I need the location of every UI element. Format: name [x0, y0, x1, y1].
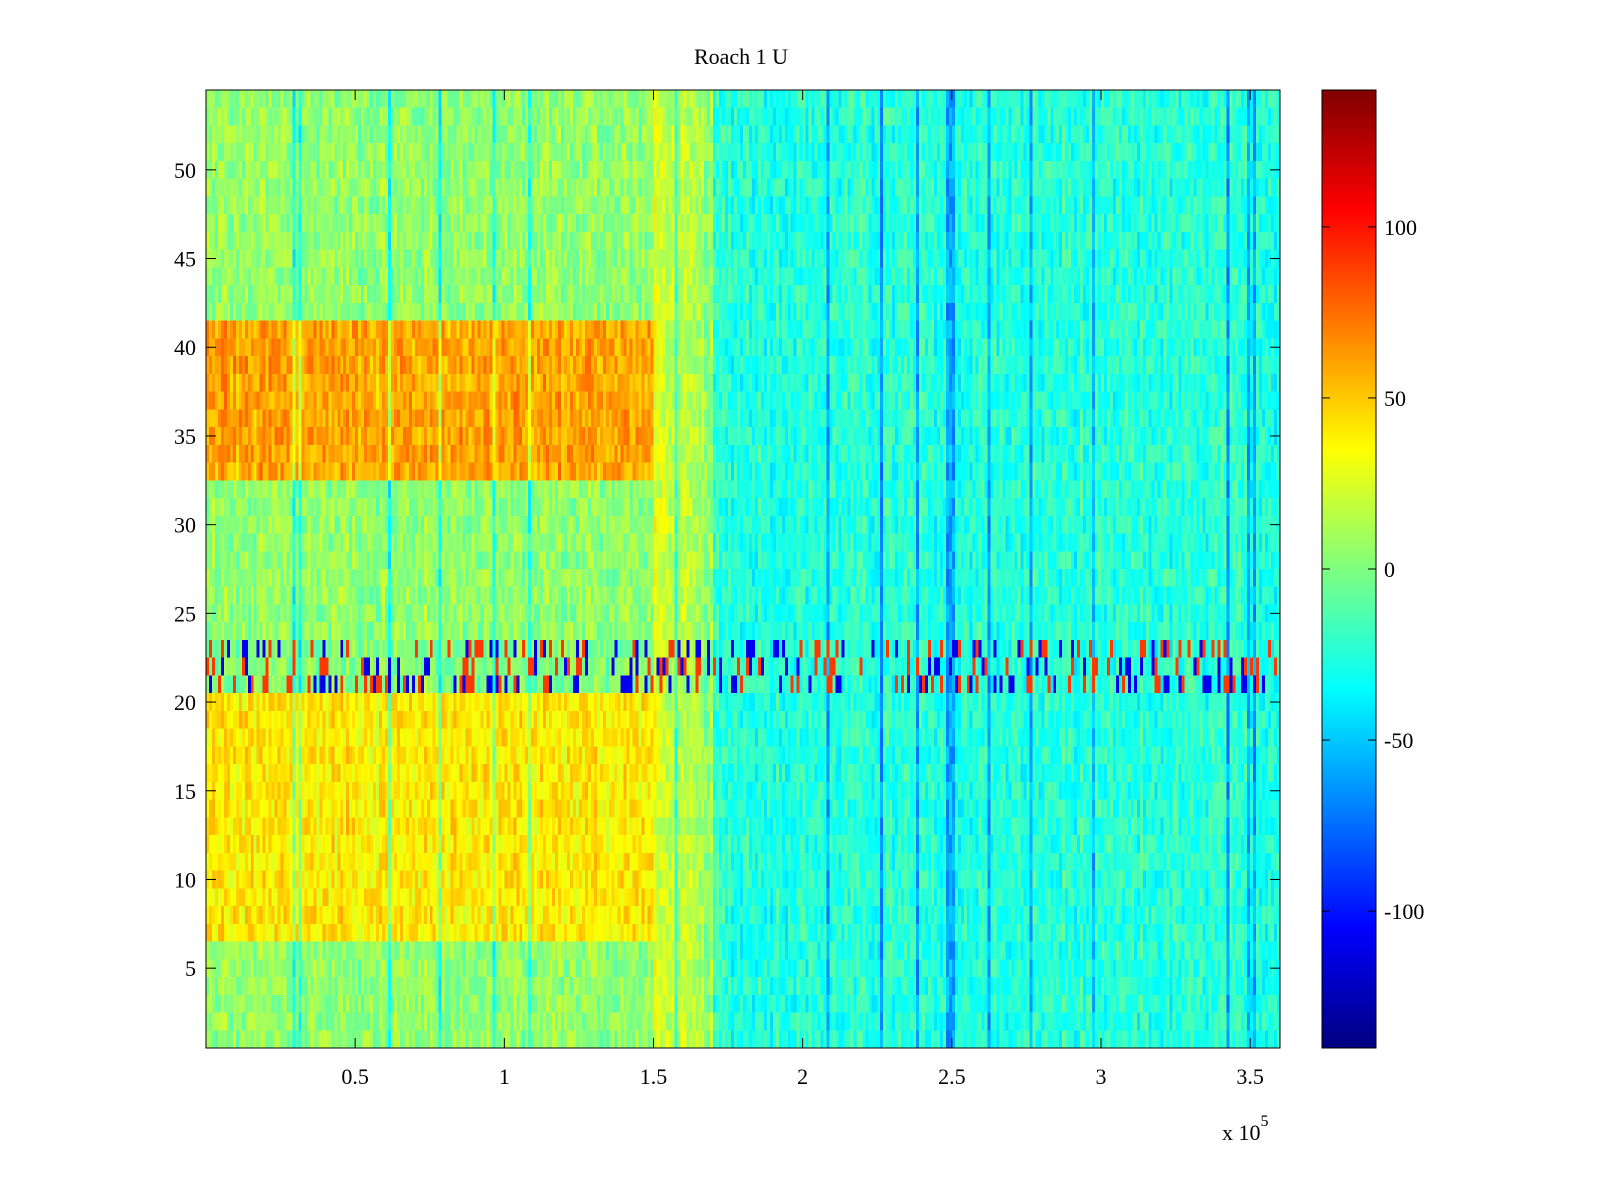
colorbar-tick-label: -50 — [1384, 728, 1413, 753]
y-tick-label: 30 — [174, 513, 196, 538]
y-tick-label: 25 — [174, 601, 196, 626]
heatmap-plot-area — [206, 90, 1280, 1048]
y-axis: 5 10 15 20 25 30 35 40 45 50 — [174, 158, 1280, 981]
x-tick-label: 3.5 — [1236, 1064, 1264, 1089]
colorbar-tick-label: 100 — [1384, 215, 1417, 240]
x-axis-multiplier-base: x 10 — [1222, 1120, 1261, 1145]
y-tick-label: 10 — [174, 867, 196, 892]
x-tick-label: 3 — [1096, 1064, 1107, 1089]
x-axis-multiplier: x 105 — [1222, 1113, 1269, 1145]
x-axis-multiplier-exponent: 5 — [1261, 1113, 1269, 1130]
heatmap-cells — [206, 90, 1280, 1048]
y-tick-label: 40 — [174, 335, 196, 360]
colorbar — [1321, 89, 1377, 1049]
x-tick-label: 1 — [499, 1064, 510, 1089]
x-axis: 0.5 1 1.5 2 2.5 3 3.5 — [341, 90, 1264, 1089]
y-tick-label: 35 — [174, 424, 196, 449]
colorbar-tick-label: 50 — [1384, 386, 1406, 411]
colorbar-axis: -100 -50 0 50 100 — [1322, 215, 1424, 924]
x-tick-label: 0.5 — [341, 1064, 369, 1089]
y-tick-label: 50 — [174, 158, 196, 183]
y-tick-label: 45 — [174, 247, 196, 272]
x-tick-label: 2.5 — [938, 1064, 966, 1089]
y-tick-label: 5 — [185, 956, 196, 981]
chart-title: Roach 1 U — [694, 44, 788, 69]
y-tick-label: 15 — [174, 779, 196, 804]
x-tick-label: 1.5 — [640, 1064, 668, 1089]
colorbar-tick-label: 0 — [1384, 557, 1395, 582]
plot-frame — [205, 89, 1281, 1049]
x-tick-label: 2 — [797, 1064, 808, 1089]
colorbar-tick-label: -100 — [1384, 899, 1424, 924]
y-tick-label: 20 — [174, 690, 196, 715]
